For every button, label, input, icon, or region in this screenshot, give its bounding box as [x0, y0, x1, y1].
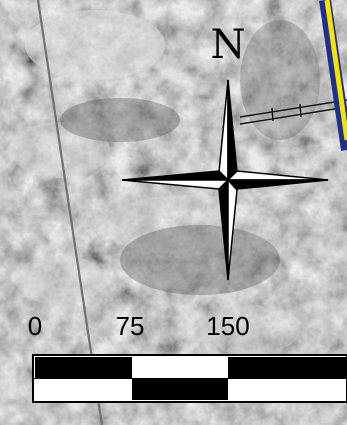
highlighted-road: [319, 0, 347, 151]
scale-label-75: 75: [116, 311, 145, 341]
track-lines: [239, 99, 347, 125]
scale-label-150: 150: [206, 311, 249, 341]
north-arrow: N: [121, 22, 329, 281]
scale-bar: 0 75 150: [28, 311, 347, 403]
scale-label-0: 0: [28, 311, 42, 341]
north-label: N: [211, 22, 246, 68]
